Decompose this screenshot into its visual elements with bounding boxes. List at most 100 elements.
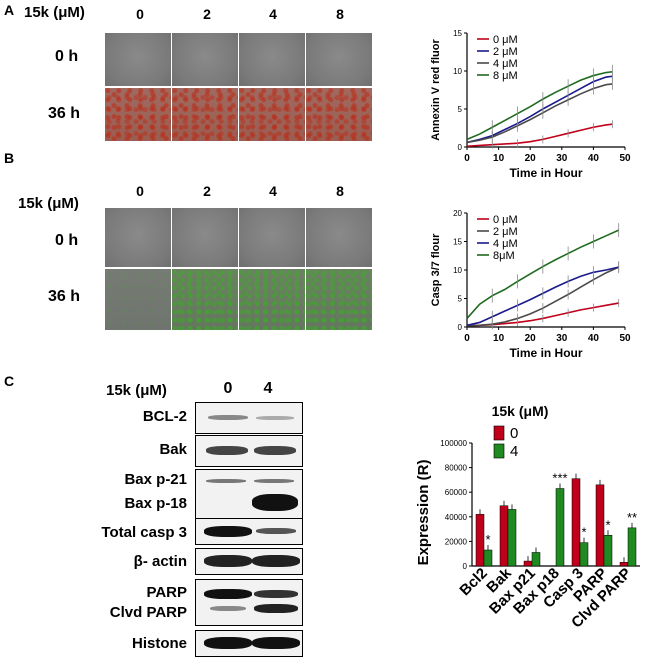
micrograph-a-36h-4 <box>239 88 305 141</box>
blot-label-bax-p18: Bax p-18 <box>124 495 187 512</box>
bar <box>475 514 485 567</box>
casp-legend-label: 2 μM <box>493 226 518 238</box>
micrograph-b-36h-4 <box>239 269 305 330</box>
panel-c-lane-4: 4 <box>263 380 273 397</box>
blot-label-bax-p21: Bax p-21 <box>124 471 187 488</box>
panel-b-row-36h: 36 h <box>48 288 81 305</box>
casp-x-tick-label: 20 <box>525 333 537 344</box>
bar-y-label: Expression (R) <box>415 460 432 566</box>
bar-legend-swatch <box>493 443 505 459</box>
annexin-series-line <box>466 123 613 148</box>
bar-y-tick-label: 40000 <box>445 513 468 522</box>
expression-bar-chart: 15k (μM) 0 20000 40000 60000 80000 100000 Expre… <box>415 403 640 631</box>
casp-x-tick-label: 50 <box>619 333 631 344</box>
blot-label-clvd-parp: Clvd PARP <box>109 604 187 621</box>
blot-actin <box>195 548 303 575</box>
bar <box>507 509 517 567</box>
blot-label-histone: Histone <box>131 635 187 652</box>
panel-a-conc-2: 2 <box>203 6 211 22</box>
casp-x-tick-label: 10 <box>493 333 505 344</box>
casp-y-tick-label: 0 <box>458 323 463 332</box>
panel-b-conc-4: 4 <box>269 183 277 199</box>
annexin-y-label: Annexin V red fluor <box>430 39 442 141</box>
micrograph-a-0h-0 <box>105 33 171 86</box>
panel-c-lane-0: 0 <box>223 380 233 397</box>
panel-label-b: B <box>4 150 15 166</box>
panel-c-conc-label: 15k (μM) <box>106 382 167 399</box>
annexin-series-line <box>466 75 613 144</box>
micrograph-a-0h-2 <box>172 33 238 86</box>
micrograph-b-36h-0 <box>105 269 171 330</box>
bar <box>627 527 637 567</box>
bar-significance: * <box>485 532 490 547</box>
blot-label-total-casp3: Total casp 3 <box>101 524 187 541</box>
bar-y-tick-label: 0 <box>463 562 468 571</box>
bar-significance: *** <box>552 471 567 486</box>
annexin-legend-label: 4 μM <box>493 58 518 70</box>
bar <box>603 535 613 567</box>
blot-label-bak: Bak <box>159 441 187 458</box>
blot-label-beta-actin: β- actin <box>133 553 187 570</box>
micrograph-b-0h-2 <box>172 208 238 267</box>
casp-y-tick-label: 5 <box>458 295 463 304</box>
micrograph-b-36h-2 <box>172 269 238 330</box>
micrograph-b-0h-0 <box>105 208 171 267</box>
micrograph-a-0h-4 <box>239 33 305 86</box>
micrograph-b-0h-4 <box>239 208 305 267</box>
micrograph-a-36h-2 <box>172 88 238 141</box>
casp-x-label: Time in Hour <box>509 346 582 360</box>
blot-casp3 <box>195 518 303 545</box>
annexin-chart: 0 10 20 30 40 50 0 5 10 15 Time in Hour Annexin V r… <box>430 29 631 180</box>
annexin-x-label: Time in Hour <box>509 166 582 180</box>
panel-a-conc-8: 8 <box>336 6 344 22</box>
annexin-x-tick-label: 40 <box>588 153 600 164</box>
casp-x-tick-label: 30 <box>556 333 568 344</box>
casp-legend-label: 4 μM <box>493 238 518 250</box>
blot-bak <box>195 435 303 467</box>
annexin-y-tick-label: 5 <box>458 105 463 114</box>
bar <box>571 478 581 567</box>
micrograph-a-36h-0 <box>105 88 171 141</box>
bar-legend-label: 0 <box>510 425 518 442</box>
casp-x-tick-label: 40 <box>588 333 600 344</box>
annexin-y-tick-label: 15 <box>453 29 462 38</box>
bar <box>483 549 493 567</box>
blot-label-parp: PARP <box>146 584 187 601</box>
bar-y-tick-label: 60000 <box>445 488 468 497</box>
bar-significance: ** <box>627 510 637 525</box>
casp-y-label: Casp 3/7 flour <box>430 233 442 306</box>
blot-bax <box>195 469 303 519</box>
bar <box>595 484 605 567</box>
annexin-x-tick-label: 0 <box>464 153 470 164</box>
annexin-series-line <box>466 70 613 141</box>
bar <box>579 542 589 567</box>
panel-b-row-0h: 0 h <box>55 232 79 249</box>
panel-label-c: C <box>4 373 15 389</box>
casp-y-tick-label: 10 <box>453 266 462 275</box>
bar <box>499 505 509 567</box>
annexin-x-tick-label: 50 <box>619 153 631 164</box>
panel-a-conc-label: 15k (μM) <box>24 4 85 21</box>
bar-y-tick-label: 100000 <box>440 439 467 448</box>
panel-a-row-36h: 36 h <box>48 105 81 122</box>
micrograph-a-36h-8 <box>306 88 372 141</box>
bar <box>531 552 541 567</box>
annexin-x-tick-label: 10 <box>493 153 505 164</box>
blot-label-bcl2: BCL-2 <box>142 408 187 425</box>
casp-legend-label: 0 μM <box>493 214 518 226</box>
bar-legend-label: 4 <box>510 443 518 460</box>
blot-histone <box>195 630 303 657</box>
micrograph-b-36h-8 <box>306 269 372 330</box>
casp-legend-label: 8μM <box>493 250 515 262</box>
annexin-legend-label: 2 μM <box>493 46 518 58</box>
annexin-x-tick-label: 30 <box>556 153 568 164</box>
annexin-y-tick-label: 0 <box>458 143 463 152</box>
blot-parp <box>195 579 303 626</box>
bar-chart-title: 15k (μM) <box>492 403 549 419</box>
bar-y-tick-label: 80000 <box>445 464 468 473</box>
panel-b-conc-label: 15k (μM) <box>18 195 79 212</box>
annexin-y-tick-label: 10 <box>453 67 462 76</box>
casp-x-tick-label: 0 <box>464 333 470 344</box>
annexin-legend-label: 8 μM <box>493 70 518 82</box>
panel-b-conc-2: 2 <box>203 183 211 199</box>
